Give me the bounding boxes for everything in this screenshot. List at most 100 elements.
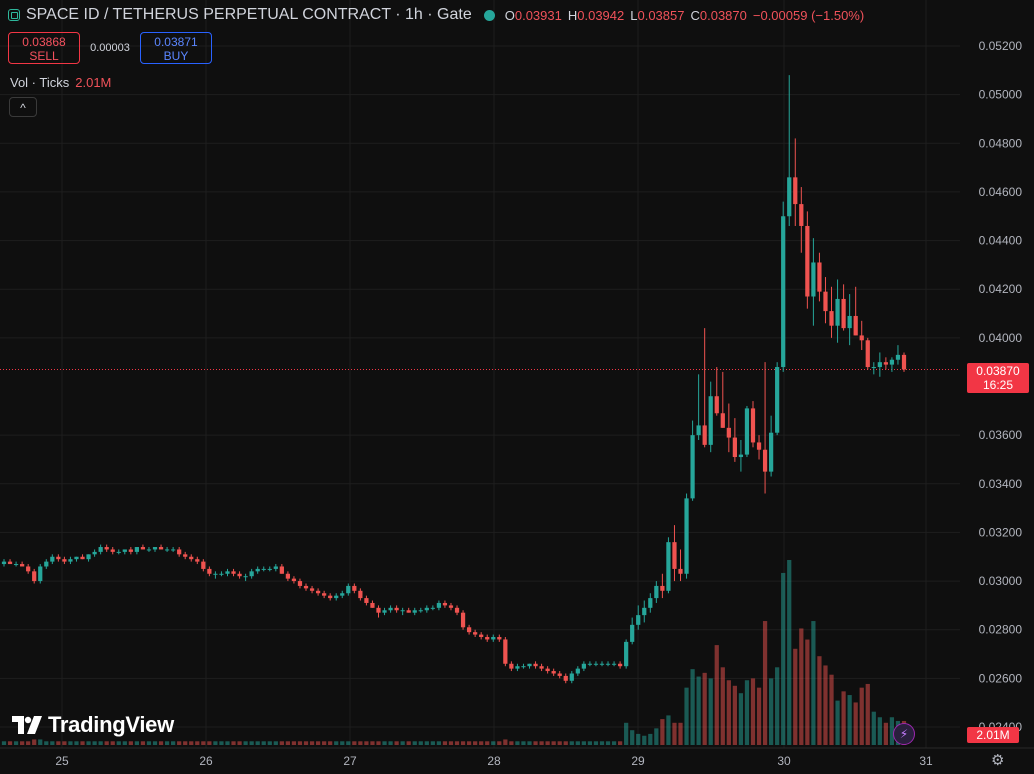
candle-body bbox=[479, 634, 484, 638]
volume-bar bbox=[587, 741, 593, 745]
candle-body bbox=[152, 547, 158, 550]
volume-bar bbox=[400, 741, 405, 745]
candle-body bbox=[7, 561, 13, 565]
candle-body bbox=[201, 561, 206, 569]
candle-body bbox=[660, 585, 665, 591]
candle-body bbox=[171, 549, 176, 551]
candlesticks bbox=[1, 75, 907, 684]
price-tick-label: 0.04400 bbox=[979, 234, 1023, 248]
volume-bar bbox=[769, 678, 774, 745]
tradingview-logo[interactable]: TradingView bbox=[12, 712, 174, 738]
candle-body bbox=[847, 315, 852, 329]
volume-bar bbox=[726, 680, 731, 745]
volume-bar bbox=[793, 648, 798, 745]
candle-body bbox=[871, 367, 876, 369]
volume-bar bbox=[44, 741, 49, 745]
candle-body bbox=[895, 354, 901, 360]
volume-bar bbox=[497, 741, 502, 745]
volume-bar bbox=[201, 741, 206, 745]
candle-body bbox=[521, 666, 526, 668]
price-tick-label: 0.03600 bbox=[979, 428, 1023, 442]
buy-button[interactable]: 0.03871 BUY bbox=[140, 32, 212, 64]
candle-body bbox=[666, 542, 671, 591]
volume-bar bbox=[382, 741, 387, 745]
candle-body bbox=[303, 585, 309, 589]
candle-body bbox=[267, 568, 272, 570]
candle-body bbox=[708, 396, 713, 445]
candle-body bbox=[756, 442, 762, 450]
price-tick-label: 0.03400 bbox=[979, 477, 1023, 491]
time-tick-label: 29 bbox=[631, 754, 645, 768]
volume-bar bbox=[412, 741, 417, 745]
volume-bar bbox=[68, 741, 73, 745]
gear-icon[interactable]: ⚙ bbox=[991, 752, 1005, 769]
candle-body bbox=[195, 559, 200, 562]
candle-body bbox=[599, 663, 605, 665]
sell-button[interactable]: 0.03868 SELL bbox=[8, 32, 80, 64]
candle-body bbox=[189, 556, 194, 560]
volume-bar bbox=[32, 739, 37, 745]
flash-icon[interactable]: ⚡ bbox=[893, 723, 915, 745]
candle-body bbox=[364, 598, 369, 603]
price-tick-label: 0.05000 bbox=[979, 88, 1023, 102]
candle-body bbox=[636, 615, 641, 625]
volume-bar bbox=[575, 741, 580, 745]
volume-bar bbox=[714, 645, 719, 745]
volume-bar bbox=[781, 572, 786, 745]
volume-bar bbox=[394, 741, 399, 745]
candle-body bbox=[183, 554, 188, 557]
candle-body bbox=[473, 632, 478, 635]
candle-body bbox=[388, 607, 393, 611]
collapse-chevron-icon[interactable]: ^ bbox=[9, 97, 37, 117]
candle-body bbox=[92, 551, 97, 555]
symbol-title[interactable]: SPACE ID / TETHERUS PERPETUAL CONTRACT ·… bbox=[26, 6, 472, 23]
last-volume-tag: 2.01M bbox=[967, 727, 1019, 743]
volume-bar bbox=[702, 672, 707, 745]
candle-body bbox=[696, 425, 701, 436]
volume-bar bbox=[642, 735, 647, 745]
candle-body bbox=[13, 564, 19, 566]
volume-bar bbox=[122, 741, 127, 745]
volume-bar bbox=[660, 719, 665, 745]
volume-bar bbox=[835, 700, 840, 745]
volume-bar bbox=[865, 683, 870, 745]
open-key: O bbox=[504, 7, 515, 23]
candle-body bbox=[545, 668, 550, 672]
time-tick-label: 25 bbox=[55, 754, 69, 768]
last-price-value: 0.03870 bbox=[976, 364, 1020, 378]
candle-body bbox=[110, 549, 115, 552]
candle-body bbox=[581, 663, 586, 669]
candle-body bbox=[624, 641, 629, 667]
time-tick-label: 27 bbox=[343, 754, 357, 768]
volume-bar bbox=[853, 702, 858, 745]
candle-body bbox=[799, 204, 804, 226]
volume-bar bbox=[581, 741, 586, 745]
candle-body bbox=[334, 595, 339, 599]
candle-body bbox=[424, 607, 429, 611]
buy-price: 0.03871 bbox=[154, 35, 198, 49]
volume-bar bbox=[303, 741, 309, 745]
volume-bar bbox=[684, 687, 689, 745]
volume-bar bbox=[50, 741, 55, 745]
volume-bar bbox=[466, 741, 472, 745]
symbol-icon bbox=[8, 9, 20, 21]
volume-bar bbox=[569, 741, 574, 745]
volume-bar bbox=[13, 741, 19, 745]
time-tick-label: 26 bbox=[199, 754, 213, 768]
candle-body bbox=[412, 610, 417, 613]
chart-grid bbox=[0, 0, 1034, 749]
volume-bar bbox=[140, 741, 146, 745]
volume-bar bbox=[183, 741, 188, 745]
candle-body bbox=[20, 564, 25, 567]
volume-bar bbox=[195, 741, 200, 745]
price-tick-label: 0.04600 bbox=[979, 185, 1023, 199]
volume-legend[interactable]: Vol · Ticks 2.01M bbox=[10, 75, 111, 90]
volume-bar bbox=[255, 741, 260, 745]
volume-bar bbox=[563, 741, 568, 745]
candle-body bbox=[533, 663, 538, 667]
volume-bar bbox=[231, 741, 236, 745]
candle-body bbox=[309, 588, 315, 591]
volume-bar bbox=[557, 741, 562, 745]
volume-bar bbox=[593, 741, 599, 745]
